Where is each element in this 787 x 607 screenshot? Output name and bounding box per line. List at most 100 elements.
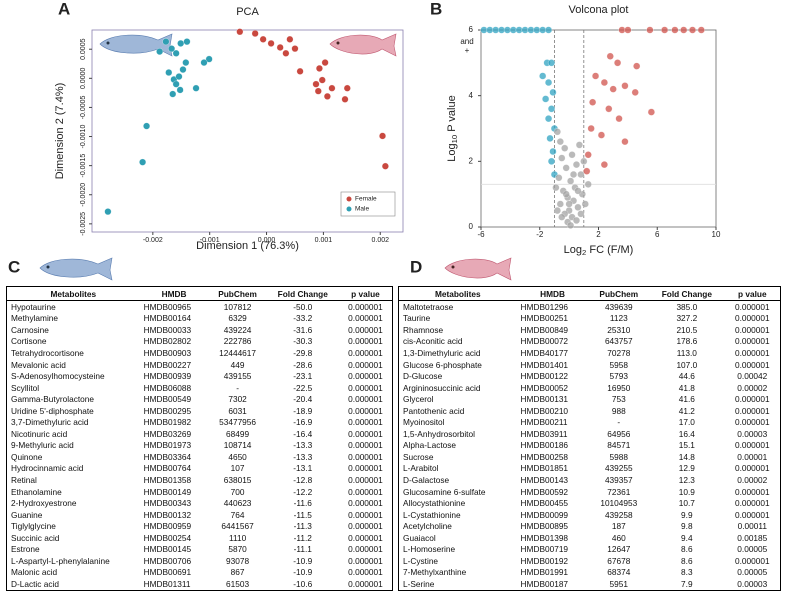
table-cell: Scyllitol: [11, 382, 40, 393]
point: [539, 72, 547, 80]
axis-label: Log10 P value: [446, 95, 459, 161]
column-header: p value: [338, 286, 393, 301]
table-cell: HMDB00145: [143, 544, 192, 555]
point: [176, 86, 184, 94]
point: [542, 95, 550, 103]
table-cell: Maltotetraose: [403, 301, 454, 312]
x-tick-label: 2: [596, 230, 601, 239]
table-cell: 0.000001: [348, 451, 383, 462]
column-header: Metabolites: [6, 286, 140, 301]
table-cell: Mevalonic acid: [11, 359, 66, 370]
table-cell: -10.9: [293, 567, 313, 578]
panel-label: C: [8, 257, 20, 276]
table-cell: D-Lactic acid: [11, 578, 59, 589]
table-cell: 0.000001: [734, 555, 770, 566]
table-cell: 700: [230, 486, 245, 497]
table-cell: Malonic acid: [11, 567, 58, 578]
table-cell: D-Galactose: [403, 474, 450, 485]
table-cell: HMDB00192: [520, 555, 569, 566]
point: [584, 151, 592, 159]
table-cell: 5951: [609, 578, 629, 589]
point: [267, 39, 275, 47]
table-cell: HMDB00122: [520, 371, 569, 382]
point: [314, 87, 322, 95]
table-cell: 0.000001: [348, 555, 383, 566]
table-cell: 64956: [607, 428, 631, 439]
table-cell: HMDB03911: [520, 428, 568, 439]
point: [259, 35, 267, 43]
point: [549, 147, 557, 156]
panel-label: D: [410, 257, 422, 276]
table-cell: 0.000001: [348, 336, 383, 347]
point: [547, 105, 556, 113]
axis-label: Log2 FC (F/M): [564, 244, 634, 257]
metabolite-table: Metabolites HMDB PubChem Fold Change p value…: [398, 286, 781, 591]
table-cell: 0.000001: [348, 521, 383, 532]
legend-swatch: [346, 206, 352, 212]
table-cell: HMDB00965: [143, 301, 192, 312]
y-tick-label: 2: [469, 156, 474, 165]
point: [177, 39, 185, 47]
table-cell: HMDB01311: [143, 578, 191, 589]
point: [321, 59, 329, 67]
table-cell: Succinic acid: [11, 532, 60, 543]
table-cell: Gamma-Butyrolactone: [11, 394, 95, 405]
point: [343, 84, 351, 92]
x-tick-label: 10: [712, 230, 721, 239]
table-cell: 0.00003: [737, 428, 768, 439]
point: [580, 157, 588, 165]
table-cell: 0.00002: [737, 474, 768, 485]
table-cell: HMDB00939: [143, 371, 192, 382]
table-cell: HMDB00592: [520, 486, 569, 497]
point: [577, 210, 585, 218]
female-fish-icon: [444, 257, 512, 281]
table-cell: 107812: [223, 301, 252, 312]
table-cell: 0.000001: [734, 394, 770, 405]
point: [562, 164, 570, 172]
point: [572, 216, 581, 224]
point: [621, 82, 629, 90]
table-cell: 0.000001: [348, 394, 383, 405]
chart-title: PCA: [236, 6, 259, 18]
table-cell: 12444617: [219, 347, 257, 358]
table-cell: 0.000001: [734, 301, 770, 312]
table-cell: Methylamine: [11, 313, 59, 324]
table-cell: 638015: [223, 474, 252, 485]
point: [291, 45, 299, 53]
table-cell: 0.000001: [734, 405, 770, 416]
table-cell: Tiglylglycine: [11, 521, 56, 532]
table-cell: 4650: [228, 451, 247, 462]
point: [558, 154, 566, 162]
point: [547, 157, 556, 165]
table-cell: 1123: [609, 313, 628, 324]
table-cell: 0.000001: [348, 428, 383, 439]
table-cell: 15.1: [678, 440, 695, 451]
y-tick-label: -0.0015: [80, 154, 87, 178]
table-cell: 0.000001: [348, 359, 383, 370]
table-cell: Nicotinuric acid: [11, 428, 68, 439]
table-cell: 7.9: [681, 578, 693, 589]
table-cell: HMDB00719: [520, 544, 569, 555]
column-header: Fold Change: [266, 286, 339, 301]
table-cell: 440623: [223, 498, 252, 509]
table-cell: -11.5: [293, 509, 312, 520]
table-cell: 0.000001: [734, 440, 770, 451]
y-tick-label: 0.0005: [80, 38, 87, 60]
table-cell: 10104953: [600, 498, 638, 509]
table-cell: Guaiacol: [403, 532, 436, 543]
table-cell: HMDB00131: [520, 394, 569, 405]
point: [318, 76, 326, 84]
point: [205, 55, 213, 63]
table-cell: HMDB00143: [520, 474, 569, 485]
table-cell: 5793: [609, 371, 629, 382]
table-cell: -18.9: [293, 405, 313, 416]
table-cell: 0.000001: [348, 301, 383, 312]
point: [192, 84, 200, 92]
table-cell: 449: [230, 359, 245, 370]
point: [567, 177, 575, 185]
table-cell: 41.2: [678, 405, 695, 416]
table-cell: -12.8: [293, 474, 313, 485]
table-cell: 0.000001: [348, 532, 383, 543]
table-cell: HMDB00903: [143, 347, 192, 358]
point: [561, 144, 569, 152]
